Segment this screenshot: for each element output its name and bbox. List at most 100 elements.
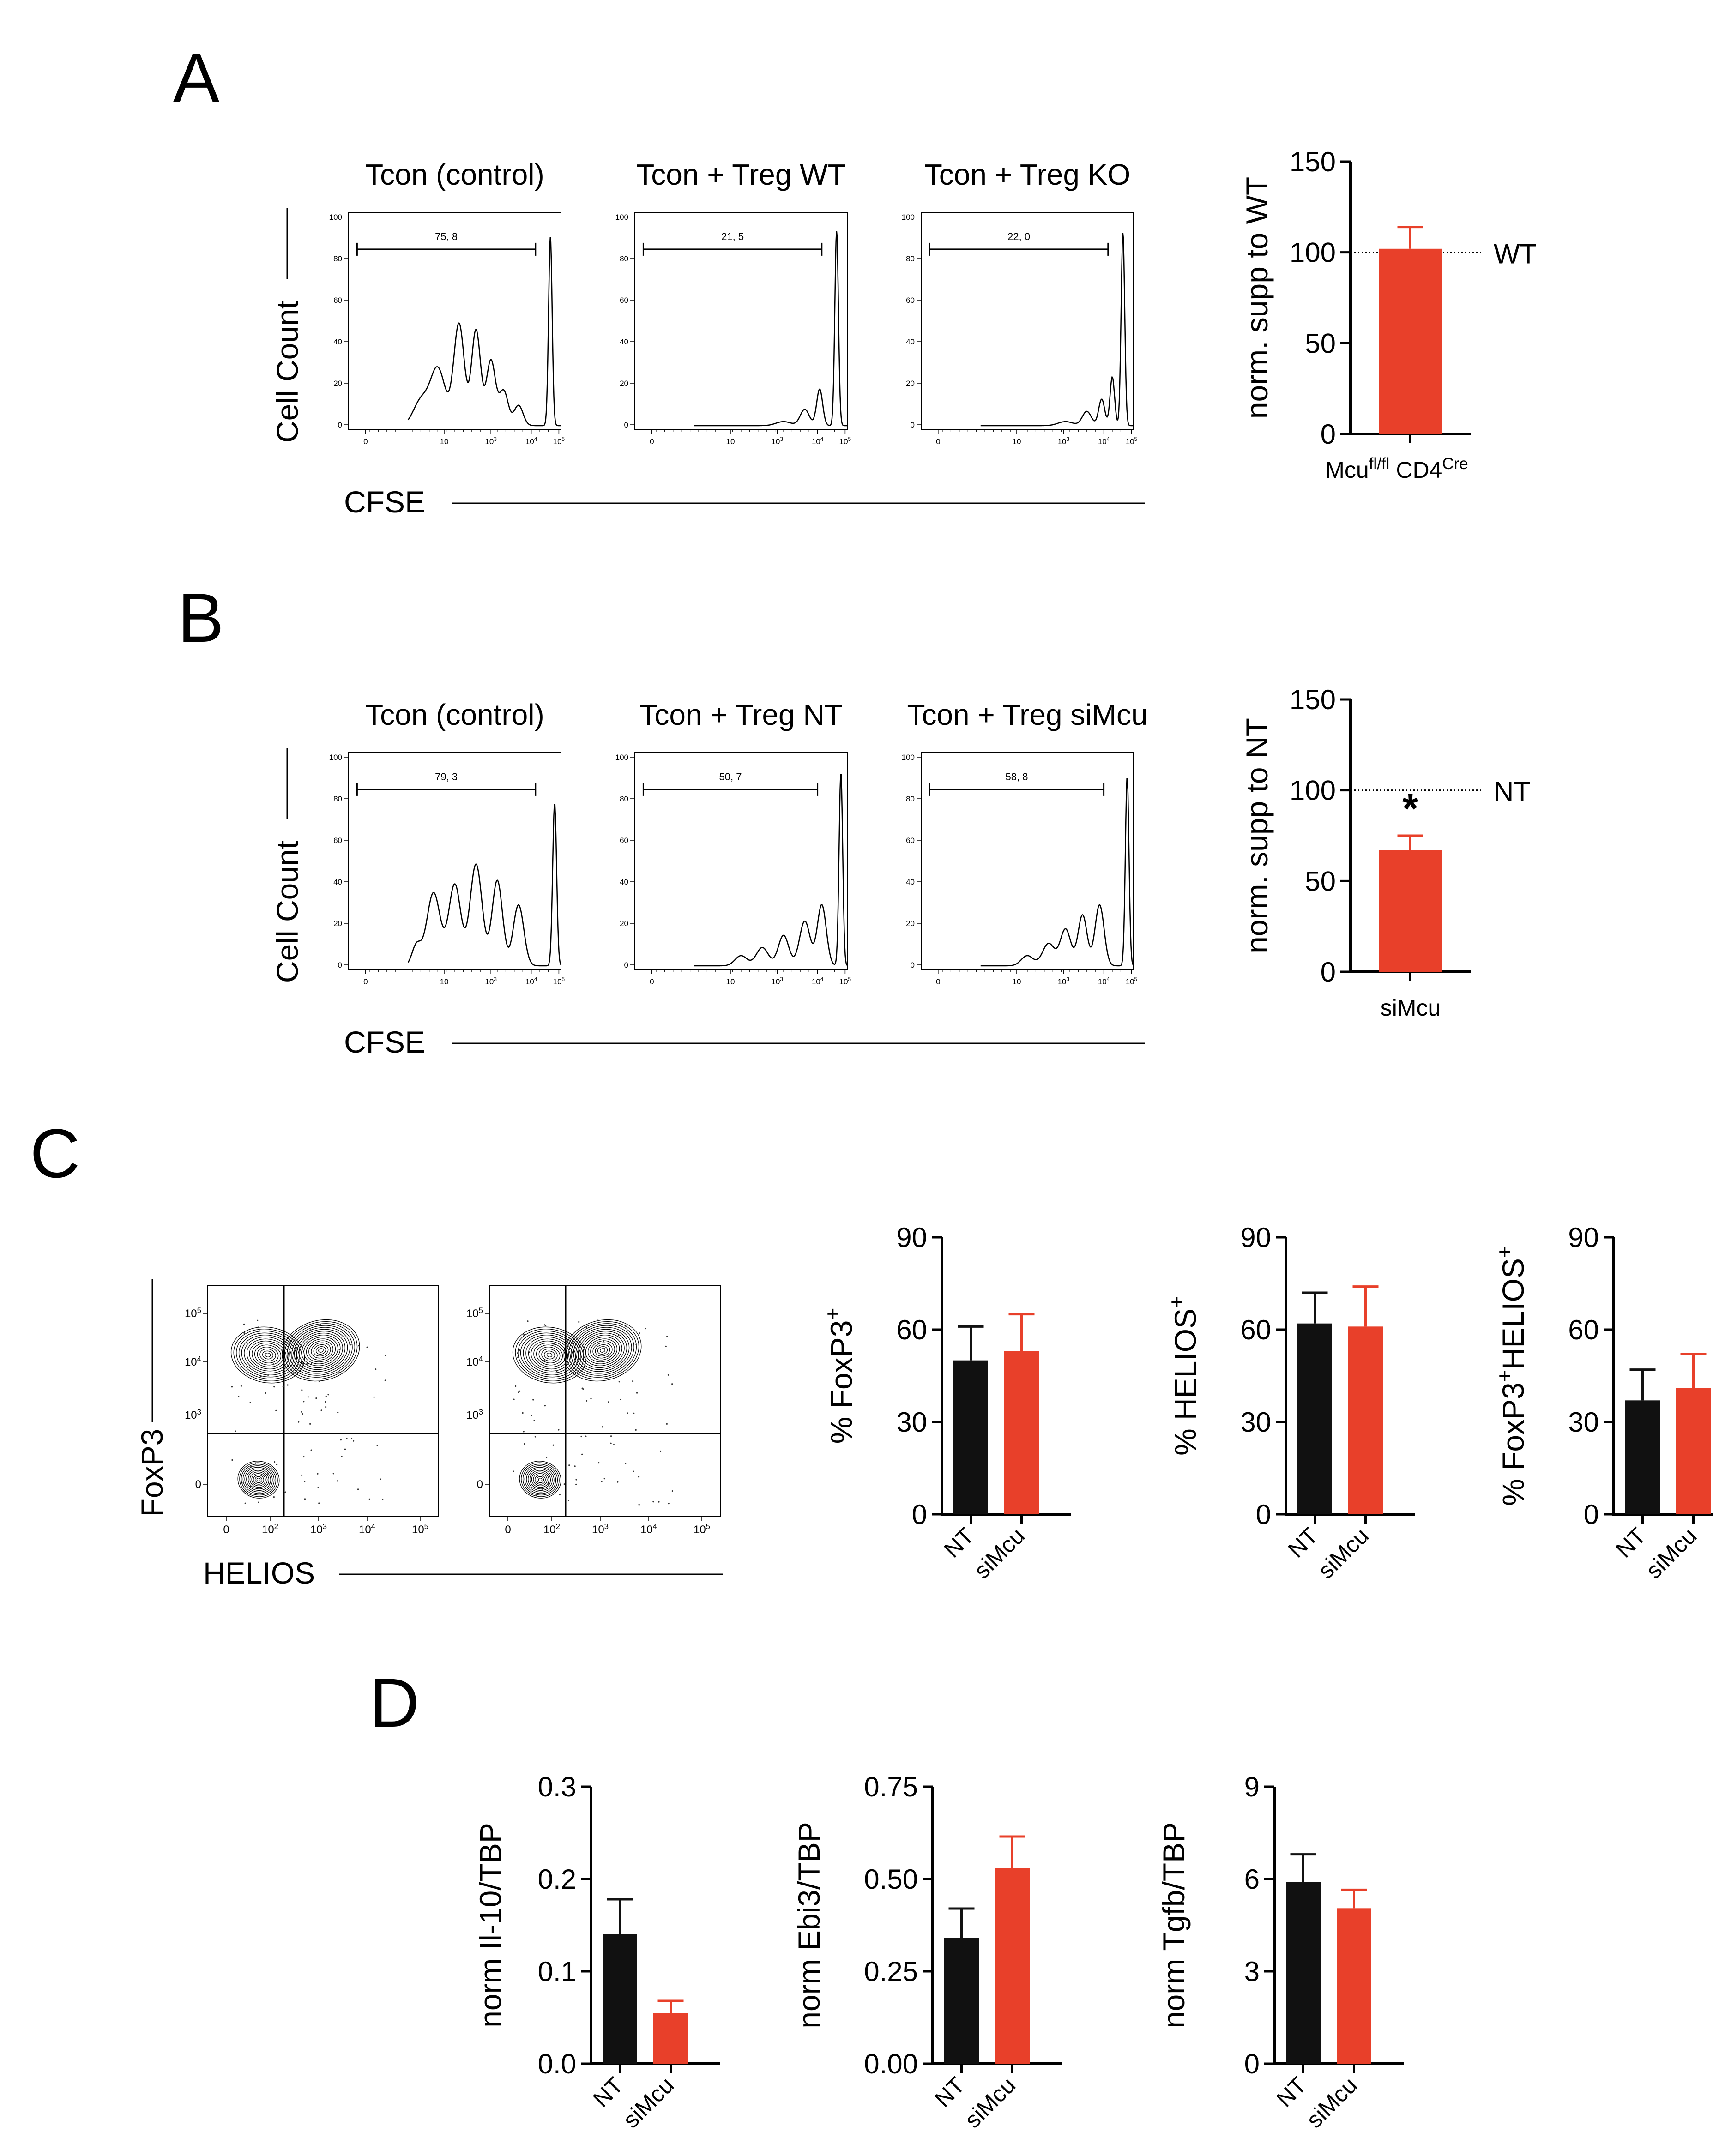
panel-letter-D: D <box>369 1664 419 1741</box>
event-dot <box>344 1448 346 1450</box>
contour-line <box>520 1332 579 1378</box>
event-dot <box>590 1398 592 1400</box>
y-tick-label: 100 <box>1290 237 1336 268</box>
event-dot <box>337 1411 339 1414</box>
event-dot <box>529 1351 531 1353</box>
category-label: siMcu <box>959 2072 1020 2133</box>
y-tick-label: 20 <box>333 379 342 388</box>
bar-simcu <box>1004 1351 1039 1514</box>
bar-simcu <box>1379 850 1442 972</box>
event-dot <box>666 1423 668 1425</box>
event-dot <box>659 1450 662 1452</box>
y-tick-label: 20 <box>620 379 628 388</box>
x-tick-label: 104 <box>525 436 537 446</box>
event-dot <box>635 1429 637 1431</box>
x-tick-label: 0 <box>505 1524 511 1536</box>
event-dot <box>547 1483 549 1485</box>
y-tick-label: 80 <box>333 795 342 803</box>
contour-line <box>538 1347 561 1363</box>
y-tick-label: 0.00 <box>864 2048 918 2079</box>
contour-line <box>583 1335 622 1366</box>
event-dot <box>265 1392 266 1394</box>
event-dot <box>243 1332 245 1334</box>
event-dot <box>257 1326 259 1328</box>
y-axis-label: % FoxP3+ <box>820 1308 858 1444</box>
x-tick-label: 10 <box>440 437 449 446</box>
x-tick-label: 102 <box>543 1522 560 1536</box>
y-tick-label: 100 <box>902 213 915 222</box>
event-dot <box>338 1349 340 1350</box>
event-dot <box>303 1336 305 1338</box>
event-dot <box>248 1364 251 1367</box>
y-tick-label: 100 <box>902 753 915 762</box>
event-dot <box>552 1444 554 1446</box>
contour-line <box>531 1341 568 1369</box>
contour-line <box>597 1346 608 1355</box>
contour-line <box>566 1321 639 1380</box>
y-axis-label: norm. supp to WT <box>1240 177 1274 419</box>
contour-line <box>522 1463 558 1496</box>
x-tick-label: 10 <box>1013 437 1021 446</box>
histogram-curve <box>694 230 847 427</box>
event-dot <box>327 1394 329 1396</box>
event-dot <box>568 1349 570 1350</box>
event-dot <box>544 1405 546 1407</box>
event-dot <box>567 1500 570 1501</box>
event-dot <box>231 1459 233 1461</box>
gate-value: 50, 7 <box>719 771 742 783</box>
event-dot <box>531 1415 532 1416</box>
contour-line <box>244 1467 273 1493</box>
event-dot <box>301 1411 302 1413</box>
x-tick-label: 103 <box>771 976 783 986</box>
event-dot <box>304 1481 306 1482</box>
event-dot <box>275 1409 277 1411</box>
y-tick-label: 80 <box>906 795 915 803</box>
event-dot <box>555 1492 556 1494</box>
y-tick-label: 20 <box>906 919 915 928</box>
contour-line <box>578 1331 627 1370</box>
event-dot <box>671 1490 673 1492</box>
event-dot <box>295 1340 297 1342</box>
histogram-frame <box>634 212 848 430</box>
helios-axis-label: HELIOS <box>203 1556 315 1590</box>
contour-line <box>525 1337 573 1373</box>
bar-simcu <box>1676 1388 1711 1514</box>
y-tick-label: 30 <box>1568 1407 1599 1438</box>
y-axis-label: % HELIOS+ <box>1164 1296 1202 1456</box>
event-dot <box>667 1374 670 1376</box>
event-dot <box>575 1483 577 1485</box>
event-dot <box>244 1502 246 1504</box>
event-dot <box>598 1462 600 1464</box>
event-dot <box>258 1501 259 1503</box>
event-dot <box>332 1473 334 1475</box>
contour-plot-2: 105 104 103 0 0 102 103 104 105 <box>466 1285 721 1536</box>
event-dot <box>325 1395 327 1397</box>
event-dot <box>238 1396 240 1397</box>
y-tick-label: 0 <box>911 421 915 429</box>
x-tick-label: 105 <box>553 436 565 446</box>
event-dot <box>658 1501 660 1503</box>
y-tick-label: 0.3 <box>538 1771 576 1802</box>
histogram-title: Tcon + Treg KO <box>924 158 1130 191</box>
y-tick-label: 103 <box>466 1408 483 1422</box>
event-dot <box>274 1461 276 1463</box>
contour-line <box>595 1344 610 1357</box>
contour-line <box>543 1350 555 1360</box>
event-dot <box>303 1401 305 1403</box>
y-tick-label: 60 <box>620 836 628 845</box>
event-dot <box>519 1349 521 1351</box>
x-tick-label: 104 <box>812 976 824 986</box>
event-dot <box>665 1345 667 1347</box>
x-tick-label: 105 <box>839 976 851 986</box>
y-tick-label: 0 <box>1584 1499 1599 1530</box>
contour-line <box>515 1328 584 1382</box>
x-tick-label: 104 <box>812 436 824 446</box>
y-tick-label: 30 <box>1240 1407 1271 1438</box>
y-tick-label: 0 <box>338 961 342 970</box>
y-tick-label: 60 <box>620 296 628 305</box>
category-label: NT <box>939 1523 979 1563</box>
event-dot <box>639 1332 640 1334</box>
histogram-title: Tcon + Treg siMcu <box>907 698 1147 731</box>
